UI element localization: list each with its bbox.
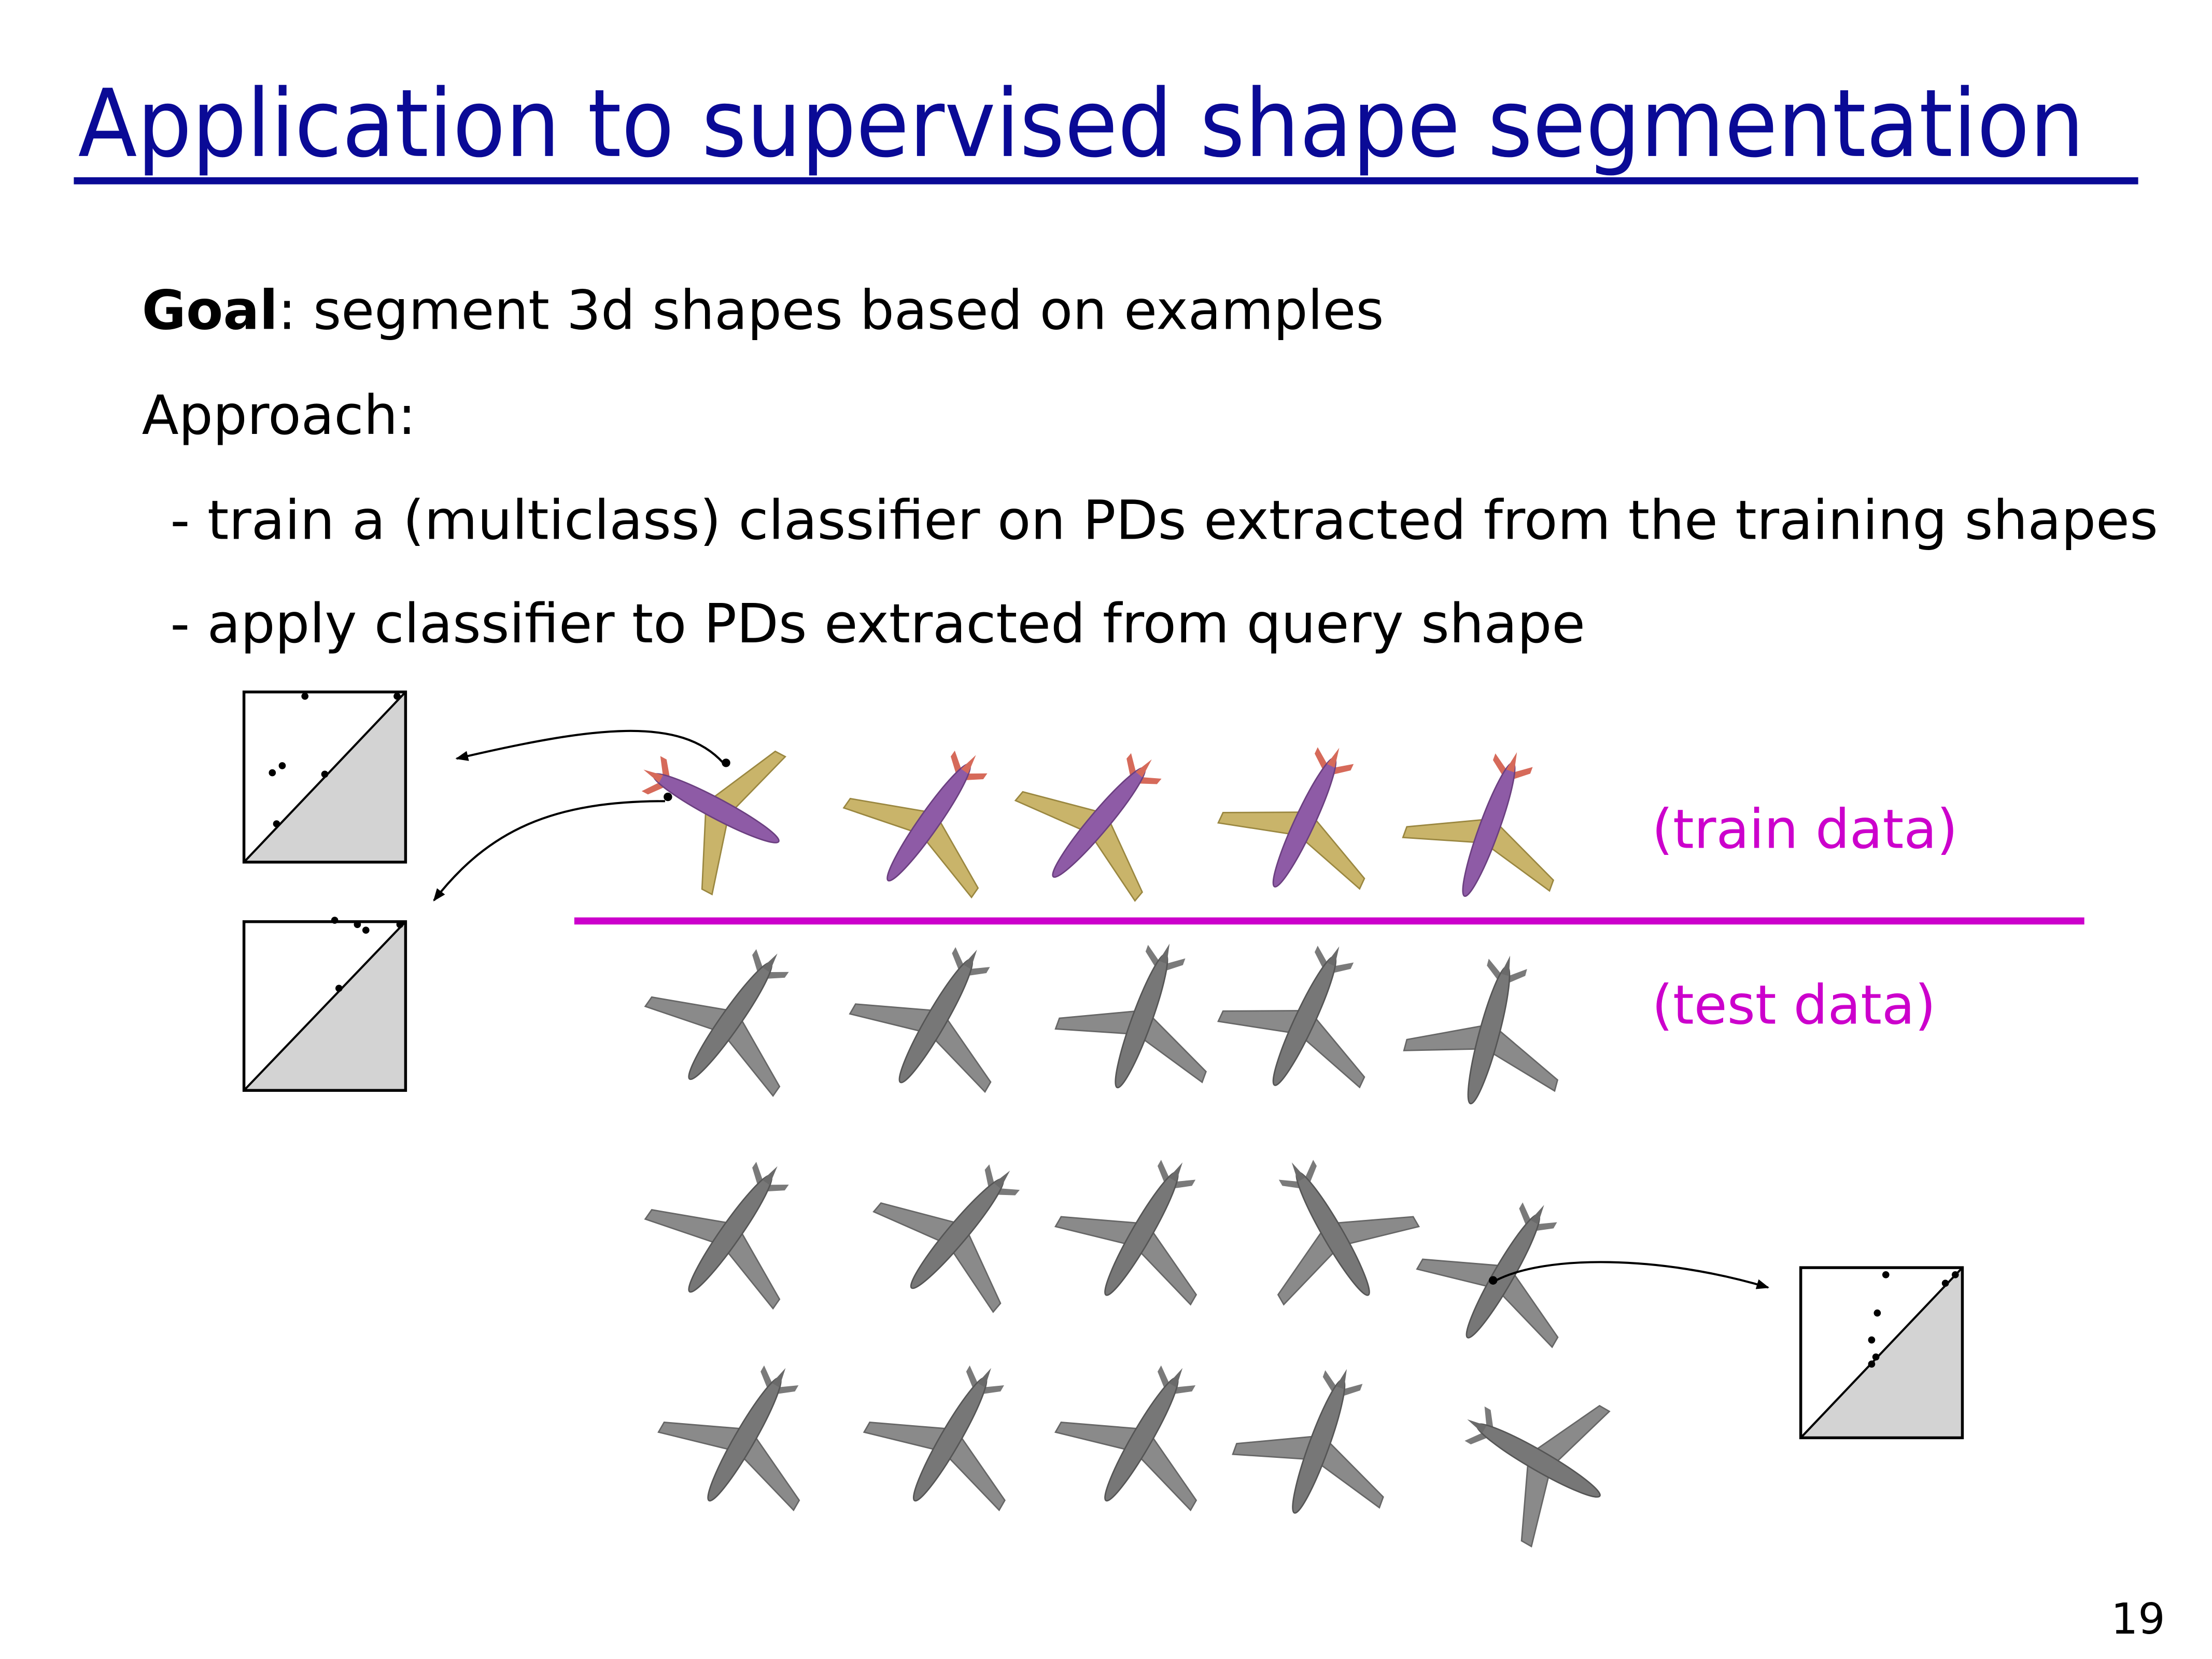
page-number: 19 [2111,1595,2165,1644]
separator [574,917,2084,925]
approach: Approach: [142,384,416,447]
bullet: - apply classifier to PDs extracted from… [170,593,1585,655]
bullet: - train a (multiclass) classifier on PDs… [170,489,2158,552]
arrows [433,729,1770,1289]
title-rule [74,177,2138,185]
test-label: (test data) [1652,974,1936,1037]
slide-title: Application to supervised shape segmenta… [78,69,2084,178]
test-shapes [625,908,1640,1565]
persistence-diagram [1799,1266,1964,1440]
train-label: (train data) [1652,798,1957,861]
persistence-diagram [242,690,407,864]
goal-text: : segment 3d shapes based on examples [278,279,1384,342]
goal-line: Goal: segment 3d shapes based on example… [142,279,1384,342]
goal-label: Goal [142,279,278,342]
persistence-diagram [242,917,407,1092]
train-shapes [606,700,1591,928]
